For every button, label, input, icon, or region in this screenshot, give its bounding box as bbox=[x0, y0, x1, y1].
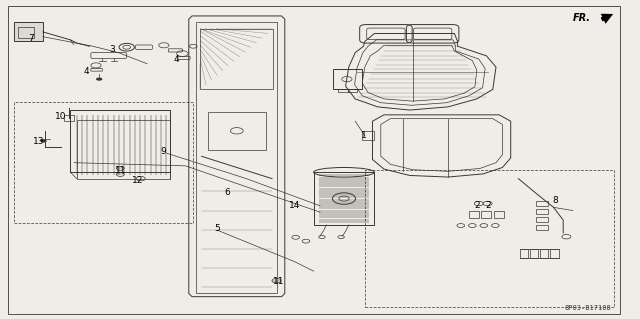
Bar bbox=[469, 211, 479, 218]
Text: 7: 7 bbox=[28, 34, 33, 43]
Text: 2: 2 bbox=[474, 201, 479, 210]
Bar bbox=[536, 217, 548, 222]
Bar bbox=[314, 172, 374, 225]
Text: 14: 14 bbox=[289, 201, 300, 210]
Circle shape bbox=[40, 139, 47, 143]
Text: 5: 5 bbox=[215, 224, 220, 233]
Bar bbox=[550, 249, 559, 258]
Text: FR.: FR. bbox=[573, 12, 591, 23]
Text: 12: 12 bbox=[132, 176, 143, 185]
Text: 11: 11 bbox=[273, 277, 284, 286]
Text: 9: 9 bbox=[161, 147, 166, 156]
Bar bbox=[348, 89, 357, 92]
Bar bbox=[18, 27, 34, 38]
Text: 4: 4 bbox=[84, 67, 89, 76]
Text: 3: 3 bbox=[109, 45, 115, 54]
Bar bbox=[208, 112, 266, 150]
Bar bbox=[14, 22, 43, 41]
Text: 2: 2 bbox=[486, 201, 491, 210]
Bar bbox=[536, 209, 548, 214]
Bar bbox=[200, 29, 273, 89]
Bar bbox=[536, 225, 548, 230]
Text: 4: 4 bbox=[173, 55, 179, 63]
Bar bbox=[64, 115, 74, 121]
Text: 10: 10 bbox=[55, 112, 67, 121]
Text: 1: 1 bbox=[361, 131, 366, 140]
Bar bbox=[530, 249, 538, 258]
Text: 13: 13 bbox=[33, 137, 44, 146]
Bar bbox=[494, 211, 504, 218]
Bar bbox=[481, 211, 491, 218]
Text: 8: 8 bbox=[553, 197, 558, 205]
Text: 8P03-B17108: 8P03-B17108 bbox=[564, 305, 611, 311]
Circle shape bbox=[96, 78, 102, 81]
Bar bbox=[333, 69, 362, 89]
Bar bbox=[536, 201, 548, 206]
Bar bbox=[520, 249, 528, 258]
Bar bbox=[365, 170, 614, 307]
Text: 11: 11 bbox=[115, 166, 126, 175]
Bar bbox=[14, 102, 193, 223]
Bar bbox=[540, 249, 548, 258]
Bar bbox=[70, 110, 170, 172]
Bar bbox=[77, 120, 170, 179]
Bar bbox=[362, 131, 374, 140]
FancyArrowPatch shape bbox=[601, 14, 613, 24]
Bar bbox=[338, 89, 348, 92]
Text: 6: 6 bbox=[225, 189, 230, 197]
